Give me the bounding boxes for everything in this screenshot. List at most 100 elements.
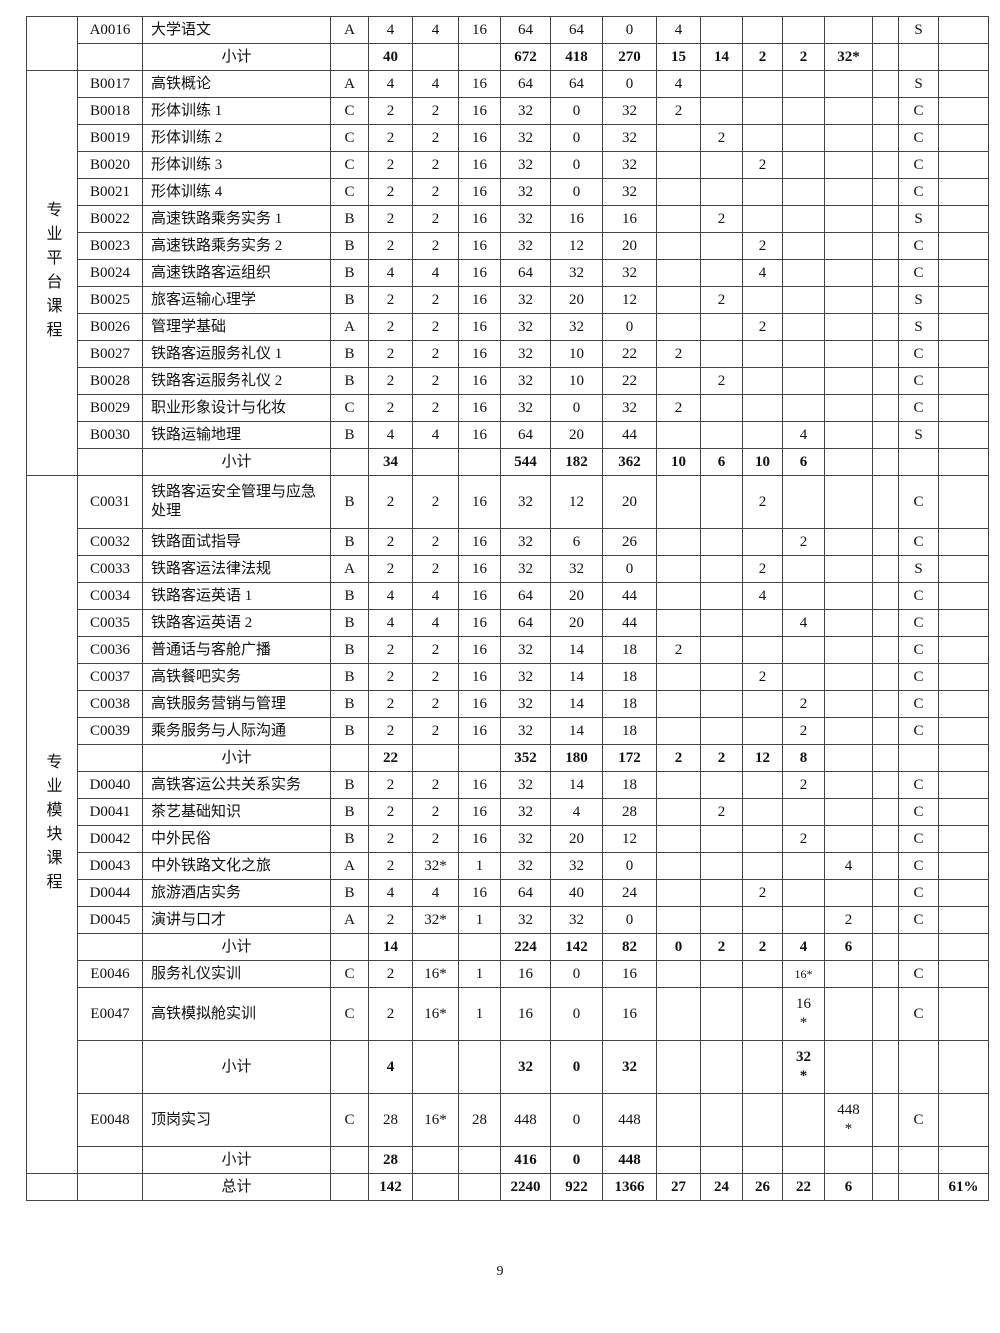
- course-name: 乘务服务与人际沟通: [142, 717, 331, 745]
- course-name: 顶岗实习: [142, 1093, 331, 1147]
- weekly-hours: 2: [412, 286, 459, 314]
- credits: 14: [368, 933, 413, 961]
- exam-type: C: [898, 717, 939, 745]
- semester-1-hours: 2: [656, 744, 701, 772]
- practice-hours: 44: [602, 421, 657, 449]
- exam-type: C: [898, 825, 939, 853]
- weeks: [458, 43, 501, 71]
- semester-6-hours: [872, 286, 899, 314]
- credits: 28: [368, 1146, 413, 1174]
- credits: 34: [368, 448, 413, 476]
- exam-type: C: [898, 178, 939, 206]
- exam-type: C: [898, 690, 939, 718]
- exam-type: C: [898, 475, 939, 529]
- note: [938, 1040, 989, 1094]
- course-code: D0042: [77, 825, 143, 853]
- exam-type: C: [898, 232, 939, 260]
- semester-4-hours: 2: [782, 690, 825, 718]
- weekly-hours: 2: [412, 178, 459, 206]
- weeks: 16: [458, 205, 501, 233]
- semester-1-hours: [656, 178, 701, 206]
- semester-3-hours: 4: [742, 259, 783, 287]
- note: [938, 448, 989, 476]
- semester-2-hours: 14: [700, 43, 743, 71]
- course-name: 小计: [142, 43, 331, 71]
- semester-2-hours: [700, 771, 743, 799]
- note: [938, 421, 989, 449]
- total-hours: 32: [500, 232, 551, 260]
- semester-3-hours: [742, 367, 783, 395]
- table-row: D0044 旅游酒店实务 B 4 4 16 64 40 24 2 C: [27, 879, 989, 907]
- credits: 22: [368, 744, 413, 772]
- theory-hours: 0: [550, 960, 603, 988]
- note: [938, 960, 989, 988]
- course-code: C0037: [77, 663, 143, 691]
- table-row: B0029 职业形象设计与化妆 C 2 2 16 32 0 32 2 C: [27, 394, 989, 422]
- semester-5-hours: 6: [824, 933, 873, 961]
- semester-5-hours: [824, 1146, 873, 1174]
- weeks: 16: [458, 178, 501, 206]
- semester-2-hours: [700, 1093, 743, 1147]
- semester-4-hours: 16*: [782, 960, 825, 988]
- course-name: 管理学基础: [142, 313, 331, 341]
- course-name: 铁路客运服务礼仪 2: [142, 367, 331, 395]
- course-code: C0038: [77, 690, 143, 718]
- course-name: 铁路客运英语 1: [142, 582, 331, 610]
- course-name: 高铁客运公共关系实务: [142, 771, 331, 799]
- credits: 142: [368, 1173, 413, 1201]
- practice-hours: 32: [602, 1040, 657, 1094]
- note: [938, 636, 989, 664]
- table-row: B0023 高速铁路乘务实务 2 B 2 2 16 32 12 20 2 C: [27, 232, 989, 260]
- total-hours: 32: [500, 717, 551, 745]
- exam-type: S: [898, 16, 939, 44]
- type: B: [330, 663, 369, 691]
- total-hours: 64: [500, 259, 551, 287]
- semester-5-hours: [824, 421, 873, 449]
- semester-1-hours: [656, 151, 701, 179]
- semester-6-hours: [872, 448, 899, 476]
- exam-type: S: [898, 421, 939, 449]
- semester-6-hours: [872, 771, 899, 799]
- weeks: 16: [458, 798, 501, 826]
- table-row: D0041 茶艺基础知识 B 2 2 16 32 4 28 2 C: [27, 798, 989, 826]
- total-hours: 32: [500, 825, 551, 853]
- type: [330, 43, 369, 71]
- table-row: E0048 顶岗实习 C 28 16* 28 448 0 448 448 * C: [27, 1093, 989, 1147]
- semester-4-hours: [782, 205, 825, 233]
- course-name: 职业形象设计与化妆: [142, 394, 331, 422]
- semester-6-hours: [872, 97, 899, 125]
- weeks: 16: [458, 528, 501, 556]
- total-hours: 32: [500, 798, 551, 826]
- weeks: 16: [458, 582, 501, 610]
- semester-3-hours: [742, 717, 783, 745]
- note: [938, 555, 989, 583]
- semester-2-hours: [700, 609, 743, 637]
- practice-hours: 44: [602, 609, 657, 637]
- semester-3-hours: [742, 286, 783, 314]
- course-name: 铁路运输地理: [142, 421, 331, 449]
- practice-hours: 18: [602, 771, 657, 799]
- semester-5-hours: [824, 663, 873, 691]
- note: [938, 1146, 989, 1174]
- credits: 40: [368, 43, 413, 71]
- exam-type: C: [898, 636, 939, 664]
- semester-2-hours: [700, 906, 743, 934]
- practice-hours: 28: [602, 798, 657, 826]
- semester-4-hours: [782, 178, 825, 206]
- total-hours: 32: [500, 475, 551, 529]
- weeks: 1: [458, 960, 501, 988]
- total-hours: 32: [500, 340, 551, 368]
- theory-hours: 142: [550, 933, 603, 961]
- course-code: D0040: [77, 771, 143, 799]
- note: [938, 43, 989, 71]
- note: [938, 690, 989, 718]
- semester-4-hours: 4: [782, 421, 825, 449]
- type: B: [330, 205, 369, 233]
- semester-3-hours: 2: [742, 879, 783, 907]
- weeks: 16: [458, 421, 501, 449]
- exam-type: C: [898, 1093, 939, 1147]
- semester-5-hours: [824, 340, 873, 368]
- exam-type: [898, 43, 939, 71]
- exam-type: C: [898, 771, 939, 799]
- credits: 2: [368, 555, 413, 583]
